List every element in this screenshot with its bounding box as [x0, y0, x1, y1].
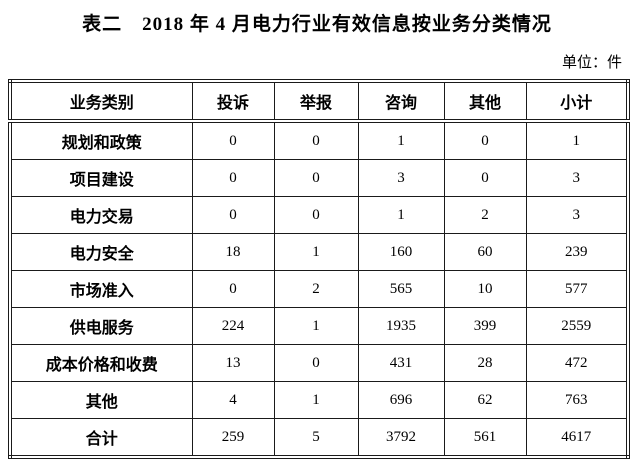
cell-subtotal: 763	[525, 381, 629, 419]
cell-consult: 3	[357, 159, 445, 197]
row-label: 市场准入	[9, 270, 193, 308]
row-power-supply-service: 供电服务 224 1 1935 399 2559	[9, 307, 629, 345]
row-label: 项目建设	[9, 159, 193, 197]
cell-report: 0	[273, 344, 359, 382]
row-power-trading: 电力交易 0 0 1 2 3	[9, 196, 629, 234]
cell-consult: 1	[357, 196, 445, 234]
row-total: 合计 259 5 3792 561 4617	[9, 418, 629, 458]
col-header-complaint: 投诉	[191, 80, 275, 123]
row-label: 其他	[9, 381, 193, 419]
cell-consult: 1	[357, 120, 445, 160]
cell-other: 561	[443, 418, 527, 458]
cell-subtotal: 3	[525, 159, 629, 197]
cell-complaint: 224	[191, 307, 275, 345]
cell-report: 1	[273, 233, 359, 271]
row-label: 成本价格和收费	[9, 344, 193, 382]
unit-label: 单位：件	[561, 55, 622, 71]
business-category-table: 业务类别 投诉 举报 咨询 其他 小计 规划和政策 0 0 1 0 1 项目建设…	[8, 79, 630, 459]
cell-subtotal: 239	[525, 233, 629, 271]
row-project-construction: 项目建设 0 0 3 0 3	[9, 159, 629, 197]
cell-subtotal: 577	[525, 270, 629, 308]
row-label: 电力交易	[9, 196, 193, 234]
cell-consult: 160	[357, 233, 445, 271]
cell-consult: 565	[357, 270, 445, 308]
cell-consult: 696	[357, 381, 445, 419]
cell-complaint: 259	[191, 418, 275, 458]
cell-complaint: 4	[191, 381, 275, 419]
cell-consult: 3792	[357, 418, 445, 458]
col-header-subtotal: 小计	[525, 80, 629, 123]
cell-other: 28	[443, 344, 527, 382]
cell-complaint: 13	[191, 344, 275, 382]
cell-complaint: 0	[191, 270, 275, 308]
cell-complaint: 0	[191, 196, 275, 234]
cell-report: 0	[273, 120, 359, 160]
col-header-category: 业务类别	[9, 80, 193, 123]
row-label: 供电服务	[9, 307, 193, 345]
cell-consult: 1935	[357, 307, 445, 345]
page-title: 表二 2018 年 4 月电力行业有效信息按业务分类情况	[82, 14, 552, 35]
row-other: 其他 4 1 696 62 763	[9, 381, 629, 419]
cell-complaint: 0	[191, 120, 275, 160]
col-header-other: 其他	[443, 80, 527, 123]
cell-subtotal: 1	[525, 120, 629, 160]
cell-other: 10	[443, 270, 527, 308]
cell-subtotal: 4617	[525, 418, 629, 458]
cell-complaint: 0	[191, 159, 275, 197]
cell-other: 399	[443, 307, 527, 345]
row-label: 合计	[9, 418, 193, 458]
cell-other: 0	[443, 159, 527, 197]
row-cost-price-fees: 成本价格和收费 13 0 431 28 472	[9, 344, 629, 382]
col-header-consult: 咨询	[357, 80, 445, 123]
cell-report: 2	[273, 270, 359, 308]
cell-consult: 431	[357, 344, 445, 382]
cell-report: 0	[273, 159, 359, 197]
cell-other: 0	[443, 120, 527, 160]
cell-report: 5	[273, 418, 359, 458]
cell-other: 60	[443, 233, 527, 271]
cell-complaint: 18	[191, 233, 275, 271]
row-label: 规划和政策	[9, 120, 193, 160]
cell-subtotal: 472	[525, 344, 629, 382]
cell-subtotal: 3	[525, 196, 629, 234]
cell-subtotal: 2559	[525, 307, 629, 345]
cell-report: 0	[273, 196, 359, 234]
cell-report: 1	[273, 381, 359, 419]
cell-other: 2	[443, 196, 527, 234]
row-label: 电力安全	[9, 233, 193, 271]
row-power-safety: 电力安全 18 1 160 60 239	[9, 233, 629, 271]
col-header-report: 举报	[273, 80, 359, 123]
row-planning-policy: 规划和政策 0 0 1 0 1	[9, 120, 629, 160]
table-header-row: 业务类别 投诉 举报 咨询 其他 小计	[9, 80, 629, 123]
cell-report: 1	[273, 307, 359, 345]
row-market-access: 市场准入 0 2 565 10 577	[9, 270, 629, 308]
cell-other: 62	[443, 381, 527, 419]
